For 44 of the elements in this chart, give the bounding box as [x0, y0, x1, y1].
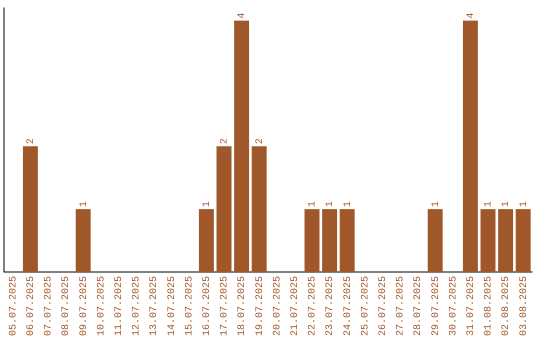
- data-label: 1: [501, 201, 512, 208]
- x-tick-label: 11.07.2025: [114, 276, 126, 336]
- x-tick-label: 23.07.2025: [325, 276, 336, 336]
- x-tick-label: 20.07.2025: [272, 276, 284, 336]
- x-tick-label: 24.07.2025: [342, 276, 354, 336]
- data-label: 1: [325, 201, 336, 208]
- data-label: 4: [466, 12, 478, 19]
- x-tick-label: 02.08.2025: [501, 276, 512, 336]
- x-tick-label: 22.07.2025: [308, 276, 319, 336]
- x-tick-label: 14.07.2025: [166, 276, 178, 336]
- x-tick-label: 08.07.2025: [61, 276, 72, 336]
- x-tick-label: 03.08.2025: [518, 276, 530, 336]
- x-tick-label: 25.07.2025: [360, 276, 372, 336]
- data-label: 1: [430, 201, 442, 208]
- data-label: 1: [202, 201, 214, 208]
- x-tick-label: 12.07.2025: [132, 276, 143, 336]
- x-tick-label: 19.07.2025: [254, 276, 266, 336]
- x-tick-label: 28.07.2025: [413, 276, 424, 336]
- x-tick-label: 18.07.2025: [237, 276, 248, 336]
- data-label: 1: [78, 201, 90, 208]
- data-label: 2: [220, 138, 231, 144]
- data-label: 1: [342, 201, 354, 208]
- x-tick-label: 13.07.2025: [149, 276, 160, 336]
- x-tick-label: 07.07.2025: [44, 276, 55, 336]
- x-tick-label: 26.07.2025: [378, 276, 390, 336]
- data-label: 2: [26, 138, 38, 144]
- data-label: 1: [518, 201, 530, 208]
- x-tick-label: 21.07.2025: [290, 276, 302, 336]
- x-tick-label: 27.07.2025: [396, 276, 407, 336]
- data-label: 2: [254, 138, 266, 144]
- x-tick-label: 16.07.2025: [202, 276, 214, 336]
- x-tick-label: 17.07.2025: [220, 276, 231, 336]
- x-tick-label: 05.07.2025: [8, 276, 20, 336]
- x-tick-label: 30.07.2025: [448, 276, 460, 336]
- x-tick-label: 09.07.2025: [78, 276, 90, 336]
- x-tick-label: 06.07.2025: [26, 276, 38, 336]
- x-tick-label: 10.07.2025: [96, 276, 108, 336]
- x-tick-label: 31.07.2025: [466, 276, 478, 336]
- x-tick-label: 01.08.2025: [484, 276, 495, 336]
- data-label: 1: [308, 201, 319, 208]
- data-label: 4: [237, 12, 248, 19]
- x-tick-label: 15.07.2025: [184, 276, 196, 336]
- x-tick-label: 29.07.2025: [430, 276, 442, 336]
- data-label: 1: [484, 201, 495, 208]
